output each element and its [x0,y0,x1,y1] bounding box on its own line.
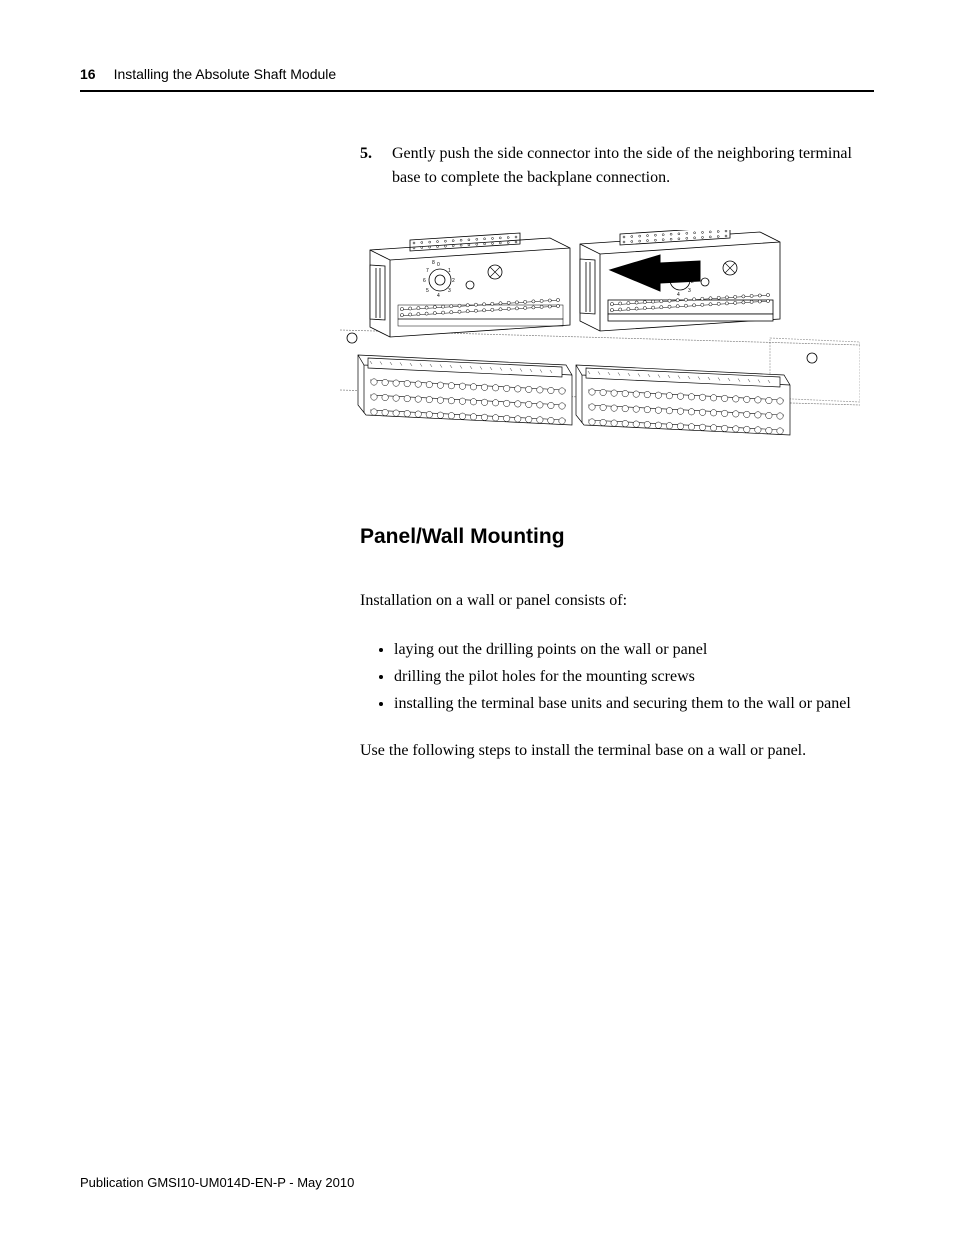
section-intro: Installation on a wall or panel consists… [360,589,880,614]
svg-text:3: 3 [448,288,451,294]
page: 16 Installing the Absolute Shaft Module … [0,0,954,1235]
svg-text:7: 7 [426,268,429,274]
svg-text:0: 0 [437,262,440,268]
section-heading: Panel/Wall Mounting [360,525,880,549]
list-item: laying out the drilling points on the wa… [394,636,880,663]
svg-text:3: 3 [688,288,691,294]
svg-text:5: 5 [426,288,429,294]
svg-text:8: 8 [432,260,435,266]
bullet-list: laying out the drilling points on the wa… [394,636,880,718]
list-item: installing the terminal base units and s… [394,690,880,717]
section-content: Panel/Wall Mounting Installation on a wa… [360,525,880,764]
diagram-container: 01 23 45 67 8 [340,230,874,455]
svg-text:6: 6 [423,278,426,284]
section-outro: Use the following steps to install the t… [360,739,880,764]
svg-text:4: 4 [677,292,680,298]
step-number: 5. [360,142,382,190]
terminal-base-diagram: 01 23 45 67 8 [340,230,860,450]
list-item: drilling the pilot holes for the mountin… [394,663,880,690]
chapter-title: Installing the Absolute Shaft Module [114,66,337,82]
page-number: 16 [80,66,96,82]
step-5: 5. Gently push the side connector into t… [360,142,880,190]
step-text: Gently push the side connector into the … [392,142,880,190]
svg-text:1: 1 [448,268,451,274]
svg-text:2: 2 [452,278,455,284]
publication-footer: Publication GMSI10-UM014D-EN-P - May 201… [80,1175,354,1190]
page-header: 16 Installing the Absolute Shaft Module [80,66,874,92]
content-column: 5. Gently push the side connector into t… [360,142,880,190]
svg-text:4: 4 [437,293,440,299]
